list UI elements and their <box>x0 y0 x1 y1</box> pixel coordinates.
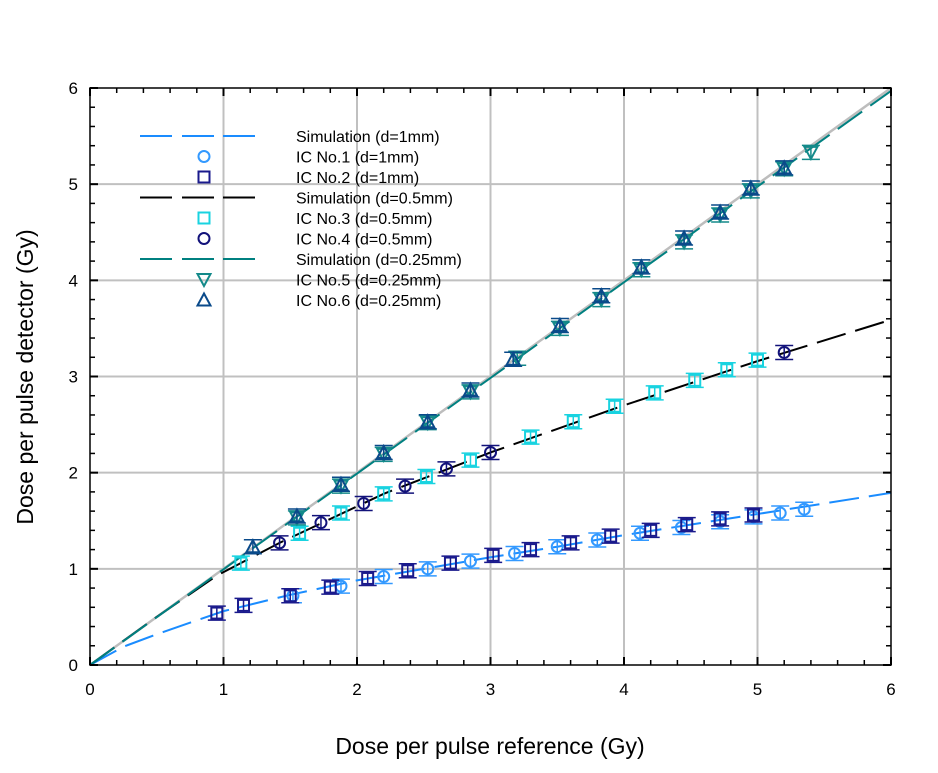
y-tick-label: 5 <box>69 175 78 194</box>
x-axis-label: Dose per pulse reference (Gy) <box>335 733 644 759</box>
legend-label: IC No.6 (d=0.25mm) <box>296 293 441 310</box>
legend-label: Simulation (d=1mm) <box>296 129 440 146</box>
data-point <box>283 589 297 603</box>
legend-marker-swatch <box>195 273 213 289</box>
data-point <box>463 453 477 467</box>
data-point <box>776 159 793 175</box>
data-point <box>551 316 569 333</box>
data-point <box>742 179 760 195</box>
data-point <box>398 479 412 493</box>
data-point <box>633 258 650 274</box>
y-tick-label: 6 <box>69 79 78 98</box>
legend-label: Simulation (d=0.25mm) <box>296 252 462 269</box>
data-point <box>323 580 337 594</box>
data-point <box>293 526 307 540</box>
data-point <box>524 543 538 557</box>
data-point <box>777 345 791 359</box>
y-tick-label: 0 <box>69 656 78 675</box>
legend-label: IC No.2 (d=1mm) <box>296 170 419 187</box>
x-tick-label: 6 <box>886 680 895 699</box>
data-point <box>608 399 622 413</box>
data-point <box>751 353 764 367</box>
legend-label: IC No.3 (d=0.5mm) <box>296 211 432 228</box>
y-axis-label: Dose per pulse detector (Gy) <box>12 229 38 524</box>
data-point <box>314 516 328 530</box>
data-point <box>237 598 251 612</box>
data-point <box>377 570 391 584</box>
data-point <box>593 287 610 303</box>
data-point <box>419 413 436 429</box>
data-point <box>720 363 734 377</box>
data-point <box>361 571 375 585</box>
data-point <box>797 502 811 516</box>
data-point <box>334 506 348 520</box>
data-point <box>508 546 522 560</box>
data-point <box>604 529 618 543</box>
data-point <box>773 506 787 520</box>
legend-label: Simulation (d=0.5mm) <box>296 191 453 208</box>
x-tick-label: 2 <box>352 680 361 699</box>
data-point <box>210 606 224 620</box>
data-point <box>711 203 729 219</box>
y-tick-label: 3 <box>69 368 78 387</box>
data-point <box>486 548 500 562</box>
x-tick-label: 1 <box>219 680 228 699</box>
legend-marker-swatch <box>197 150 211 163</box>
data-point <box>484 445 497 459</box>
legend-marker-swatch <box>197 232 211 245</box>
data-point <box>401 564 415 578</box>
data-point <box>443 556 457 570</box>
legend-marker-swatch <box>195 291 213 307</box>
data-point <box>462 381 479 397</box>
data-point <box>746 508 760 522</box>
data-point <box>680 518 694 532</box>
data-point <box>439 462 453 476</box>
x-tick-label: 4 <box>619 680 628 699</box>
x-tick-label: 0 <box>85 680 94 699</box>
series-line <box>89 491 892 666</box>
data-point <box>648 386 662 400</box>
data-point <box>505 350 522 366</box>
data-point <box>688 373 702 387</box>
axes: 0 1 2 3 4 5 6 0 1 2 3 4 5 6 <box>69 79 896 699</box>
data-point <box>421 562 435 576</box>
data-point <box>244 538 262 554</box>
legend-label: IC No.1 (d=1mm) <box>296 150 419 167</box>
series-markers <box>207 144 820 621</box>
legend: Simulation (d=1mm) IC No.1 (d=1mm) IC No.2… <box>140 129 462 310</box>
data-point <box>357 496 371 510</box>
data-point <box>375 443 392 459</box>
legend-marker-swatch <box>197 211 211 225</box>
legend-label: IC No.4 (d=0.5mm) <box>296 232 432 249</box>
data-point <box>288 507 306 523</box>
x-tick-label: 5 <box>753 680 762 699</box>
data-point <box>590 533 604 547</box>
x-tick-label: 3 <box>486 680 495 699</box>
data-point <box>524 430 538 444</box>
data-point <box>332 475 350 491</box>
legend-marker-swatch <box>197 170 211 184</box>
y-tick-label: 4 <box>69 271 78 290</box>
y-tick-label: 2 <box>69 464 78 483</box>
data-point <box>377 487 391 501</box>
data-point <box>675 229 693 245</box>
data-point <box>550 540 564 554</box>
data-point <box>234 556 248 570</box>
data-point <box>564 536 578 550</box>
y-tick-label: 1 <box>69 560 78 579</box>
legend-label: IC No.5 (d=0.25mm) <box>296 273 441 290</box>
data-point <box>419 470 433 484</box>
data-point <box>273 536 287 550</box>
data-point <box>644 523 658 537</box>
data-point <box>802 145 820 162</box>
data-point <box>566 415 580 429</box>
data-point <box>713 512 727 526</box>
data-point <box>463 554 477 568</box>
